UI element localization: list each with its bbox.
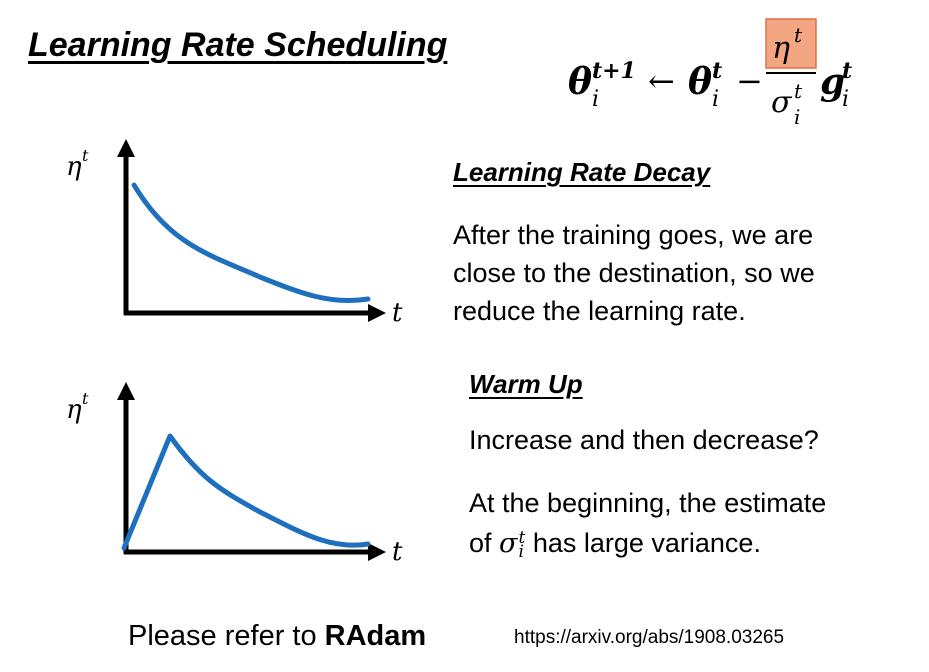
warmup-xlabel: t [392, 537, 403, 567]
decay-x-arrowhead [368, 304, 386, 322]
decay-description: After the training goes, we are close to… [453, 216, 815, 330]
warmup-plot: η t t [66, 382, 403, 567]
decay-line: After the training goes, we are [453, 220, 814, 250]
decay-curve [131, 182, 371, 304]
warmup-ylabel: η [66, 395, 82, 425]
update-formula: θ t+1 i ← θ t i − η t σ t i g t i [568, 18, 852, 129]
decay-heading: Learning Rate Decay [453, 157, 711, 187]
radam-url[interactable]: https://arxiv.org/abs/1908.03265 [514, 627, 785, 648]
update-arrow: ← [648, 62, 675, 100]
sigma-inline-sup: t [518, 527, 526, 548]
warmup-line3-prefix: of [469, 528, 500, 558]
warmup-y-arrowhead [117, 382, 135, 400]
sigma-sub: i [794, 105, 800, 129]
decay-plot: η t t [66, 139, 403, 328]
decay-xlabel: t [392, 298, 403, 328]
decay-ylabel: η [66, 152, 82, 182]
decay-ylabel-sup: t [82, 146, 89, 165]
radam-name: RAdam [324, 620, 427, 652]
rhs-theta: θ [688, 61, 712, 103]
decay-line: close to the destination, so we [453, 258, 815, 288]
eta-sup: t [794, 23, 803, 47]
rhs-theta-sup: t [712, 58, 722, 84]
warmup-ylabel-sup: t [82, 389, 89, 408]
sigma-inline-symbol: σ [499, 528, 518, 559]
grad-sub: i [842, 87, 849, 112]
sigma-inline-sub: i [518, 541, 524, 562]
minus-sign: − [736, 62, 763, 100]
lhs-sup: t+1 [592, 58, 636, 84]
decay-y-arrowhead [117, 139, 135, 157]
rhs-theta-sub: i [712, 87, 719, 112]
eta-symbol: η [772, 31, 790, 66]
sigma-symbol: σ [771, 85, 793, 120]
grad-sup: t [842, 58, 852, 84]
decay-line: reduce the learning rate. [453, 296, 746, 326]
grad-g: g [820, 61, 845, 103]
lhs-theta: θ [568, 61, 592, 103]
radam-reference: Please refer to RAdam [128, 620, 426, 653]
eta-highlight-box [765, 18, 817, 69]
page-title: Learning Rate Scheduling [28, 26, 448, 64]
warmup-x-arrowhead [368, 543, 386, 561]
warmup-question: Increase and then decrease? [469, 425, 819, 455]
warmup-line: At the beginning, the estimate [469, 488, 827, 518]
warmup-line3-suffix: has large variance. [525, 528, 761, 558]
sigma-sup: t [794, 79, 803, 103]
refer-prefix: Please refer to [128, 620, 325, 652]
lhs-sub: i [592, 87, 599, 112]
warmup-heading: Warm Up [469, 369, 583, 399]
warmup-curve [121, 433, 371, 551]
